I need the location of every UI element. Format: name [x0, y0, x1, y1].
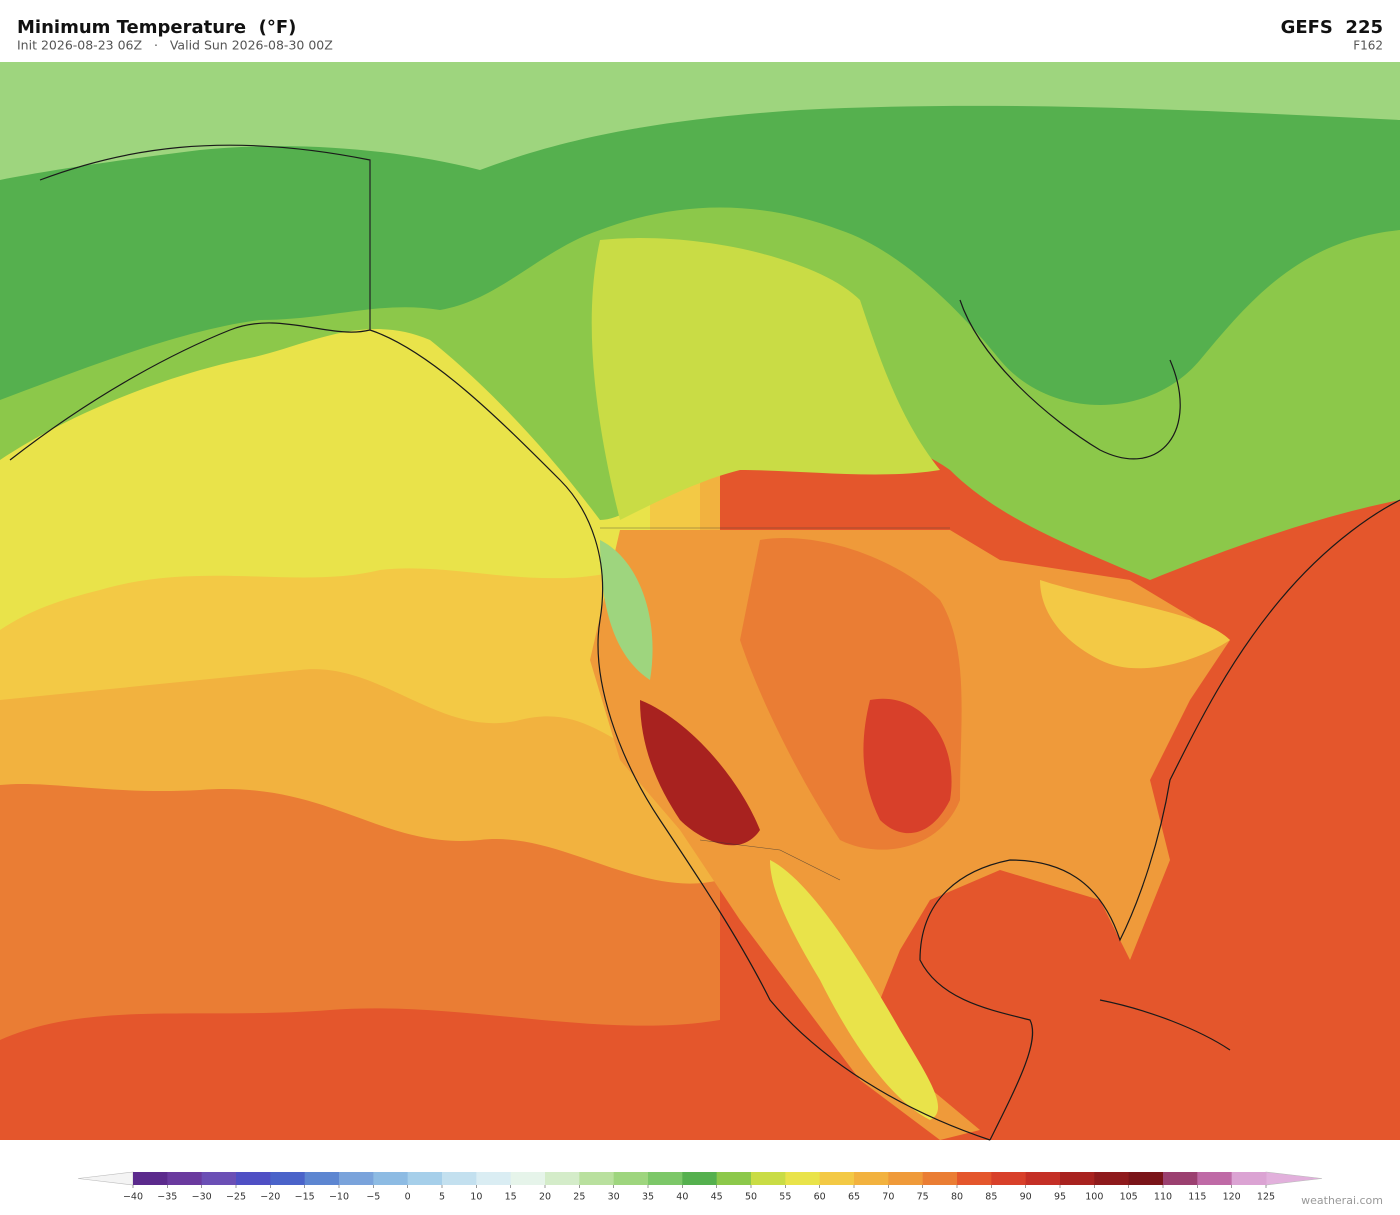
- colorbar-segment: [270, 1172, 306, 1185]
- colorbar-segment: [476, 1172, 512, 1185]
- field-land-canada: [591, 238, 940, 520]
- colorbar-under: [77, 1171, 134, 1186]
- colorbar-segment: [957, 1172, 992, 1185]
- colorbar-tick-label: 75: [917, 1192, 929, 1203]
- colorbar-tick-label: 80: [951, 1192, 963, 1203]
- colorbar-tick-label: 0: [405, 1192, 411, 1203]
- colorbar-tick-label: 10: [470, 1192, 482, 1203]
- colorbar-tick-label: 115: [1188, 1192, 1206, 1203]
- colorbar-segment: [751, 1172, 786, 1185]
- colorbar: −40 −35 −30 −25 −20 −15 −10 −5 0 5 10 15 20 25 30 35 40 4…: [77, 1171, 1323, 1203]
- colorbar-segment: [167, 1172, 203, 1185]
- colorbar-segment: [373, 1172, 409, 1185]
- colorbar-segment: [991, 1172, 1027, 1185]
- colorbar-tick-label: 95: [1054, 1192, 1066, 1203]
- colorbar-segment: [922, 1172, 958, 1185]
- colorbar-tick-label: 55: [779, 1192, 791, 1203]
- colorbar-tick-label: 70: [882, 1192, 894, 1203]
- colorbar-tick-label: −40: [123, 1192, 143, 1203]
- colorbar-tick-label: 110: [1154, 1192, 1172, 1203]
- colorbar-tick-label: 90: [1020, 1192, 1032, 1203]
- colorbar-tick-label: 25: [573, 1192, 585, 1203]
- colorbar-tick-label: 100: [1085, 1192, 1103, 1203]
- colorbar-tick-label: −15: [295, 1192, 315, 1203]
- colorbar-tick-label: 125: [1257, 1192, 1275, 1203]
- model-label: GEFS 225: [1281, 17, 1383, 38]
- colorbar-tick-label: −35: [157, 1192, 177, 1203]
- field-land-west: [600, 540, 653, 680]
- colorbar-tick-label: 40: [676, 1192, 688, 1203]
- colorbar-tick-label: 20: [539, 1192, 551, 1203]
- subtitle: Init 2026-08-23 06Z · Valid Sun 2026-08-…: [17, 38, 333, 53]
- colorbar-segment: [579, 1172, 615, 1185]
- colorbar-segment: [1163, 1172, 1198, 1185]
- colorbar-segment: [1060, 1172, 1095, 1185]
- colorbar-tick-label: 60: [814, 1192, 826, 1203]
- colorbar-segment: [716, 1172, 752, 1185]
- forecast-hour: F162: [1353, 39, 1383, 53]
- colorbar-segment: [407, 1172, 443, 1185]
- colorbar-segment: [648, 1172, 683, 1185]
- colorbar-segment: [510, 1172, 546, 1185]
- colorbar-tick-label: 5: [439, 1192, 445, 1203]
- colorbar-segment: [1025, 1172, 1061, 1185]
- field-land-north: [0, 62, 1400, 180]
- colorbar-segment: [236, 1172, 271, 1185]
- colorbar-tick-label: 65: [848, 1192, 860, 1203]
- colorbar-segment: [1231, 1172, 1267, 1185]
- colorbar-tick-label: 30: [608, 1192, 620, 1203]
- colorbar-tick-label: −25: [226, 1192, 246, 1203]
- watermark: weatherai.com: [1301, 1194, 1383, 1207]
- colorbar-tick-label: 45: [711, 1192, 723, 1203]
- colorbar-tick-label: 85: [985, 1192, 997, 1203]
- colorbar-segment: [339, 1172, 374, 1185]
- colorbar-segment: [1128, 1172, 1164, 1185]
- colorbar-tick-label: −10: [329, 1192, 349, 1203]
- field-land-mexico: [770, 860, 939, 1120]
- colorbar-tick-label: 35: [642, 1192, 654, 1203]
- field-land-hot: [640, 700, 760, 846]
- title: Minimum Temperature (°F): [17, 17, 296, 38]
- colorbar-segment: [133, 1172, 168, 1185]
- borders: [369, 160, 950, 881]
- colorbar-segment: [442, 1172, 477, 1185]
- coastlines: [9, 144, 1400, 1141]
- colorbar-segment: [854, 1172, 889, 1185]
- colorbar-tick-label: −30: [192, 1192, 212, 1203]
- colorbar-segment: [888, 1172, 924, 1185]
- colorbar-tick-label: −5: [366, 1192, 380, 1203]
- field-land-lakes: [1040, 580, 1230, 669]
- field-land-hot: [863, 698, 952, 834]
- colorbar-segment: [201, 1172, 237, 1185]
- colorbar-segment: [819, 1172, 855, 1185]
- colorbar-tick-label: −20: [260, 1192, 280, 1203]
- map: [0, 62, 1400, 1141]
- colorbar-segment: [304, 1172, 340, 1185]
- colorbar-tick-label: 50: [745, 1192, 757, 1203]
- colorbar-segment: [785, 1172, 821, 1185]
- colorbar-segment: [1197, 1172, 1233, 1185]
- colorbar-segment: [613, 1172, 649, 1185]
- colorbar-over: [1265, 1171, 1323, 1186]
- colorbar-tick-label: 105: [1120, 1192, 1138, 1203]
- colorbar-segment: [682, 1172, 718, 1185]
- colorbar-tick-label: 15: [505, 1192, 517, 1203]
- colorbar-segment: [1094, 1172, 1130, 1185]
- colorbar-segment: [545, 1172, 580, 1185]
- colorbar-tick-label: 120: [1223, 1192, 1241, 1203]
